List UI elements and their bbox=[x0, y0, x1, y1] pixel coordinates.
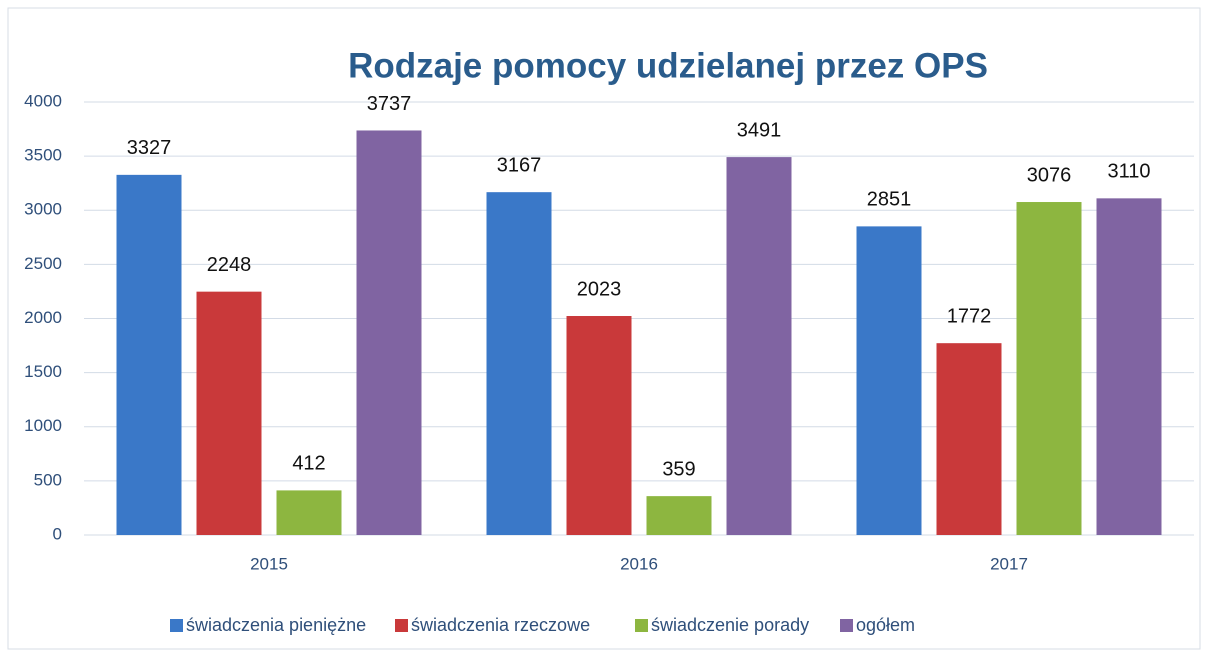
legend-label: ogółem bbox=[856, 615, 915, 635]
bar bbox=[936, 343, 1002, 535]
bar bbox=[116, 174, 182, 536]
data-label: 2248 bbox=[207, 254, 252, 276]
data-label: 3167 bbox=[497, 154, 542, 176]
legend-swatch bbox=[170, 619, 183, 632]
legend-swatch bbox=[635, 619, 648, 632]
y-tick-label: 0 bbox=[53, 524, 62, 543]
legend-label: świadczenia rzeczowe bbox=[411, 615, 590, 635]
bar bbox=[1096, 198, 1162, 535]
bar bbox=[356, 130, 422, 535]
bar bbox=[856, 226, 922, 535]
data-label: 2851 bbox=[867, 189, 912, 211]
bar bbox=[1016, 202, 1082, 535]
bar bbox=[196, 291, 262, 535]
y-tick-label: 4000 bbox=[24, 91, 62, 110]
legend-swatch bbox=[395, 619, 408, 632]
x-tick-label: 2015 bbox=[250, 554, 288, 573]
y-tick-label: 1500 bbox=[24, 362, 62, 381]
bar bbox=[726, 157, 792, 535]
chart-title: Rodzaje pomocy udzielanej przez OPS bbox=[348, 46, 988, 85]
data-label: 359 bbox=[662, 458, 695, 480]
data-label: 3076 bbox=[1027, 164, 1072, 186]
data-label: 3327 bbox=[127, 137, 172, 159]
bar bbox=[486, 192, 552, 536]
bar bbox=[276, 490, 342, 535]
y-tick-label: 1000 bbox=[24, 416, 62, 435]
y-tick-label: 2000 bbox=[24, 308, 62, 327]
data-label: 412 bbox=[292, 453, 325, 475]
legend-label: świadczenia pieniężne bbox=[186, 615, 366, 635]
y-tick-label: 500 bbox=[34, 470, 62, 489]
legend-label: świadczenie porady bbox=[651, 615, 809, 635]
x-tick-label: 2016 bbox=[620, 554, 658, 573]
y-tick-label: 3000 bbox=[24, 200, 62, 219]
data-label: 3110 bbox=[1107, 161, 1150, 183]
x-tick-label: 2017 bbox=[990, 554, 1028, 573]
data-label: 3491 bbox=[737, 119, 782, 141]
data-label: 2023 bbox=[577, 278, 622, 300]
bar bbox=[566, 316, 632, 535]
data-label: 3737 bbox=[367, 93, 412, 115]
legend-swatch bbox=[840, 619, 853, 632]
data-label: 1772 bbox=[947, 305, 992, 327]
y-tick-label: 3500 bbox=[24, 146, 62, 165]
y-tick-label: 2500 bbox=[24, 254, 62, 273]
bar bbox=[646, 496, 712, 535]
